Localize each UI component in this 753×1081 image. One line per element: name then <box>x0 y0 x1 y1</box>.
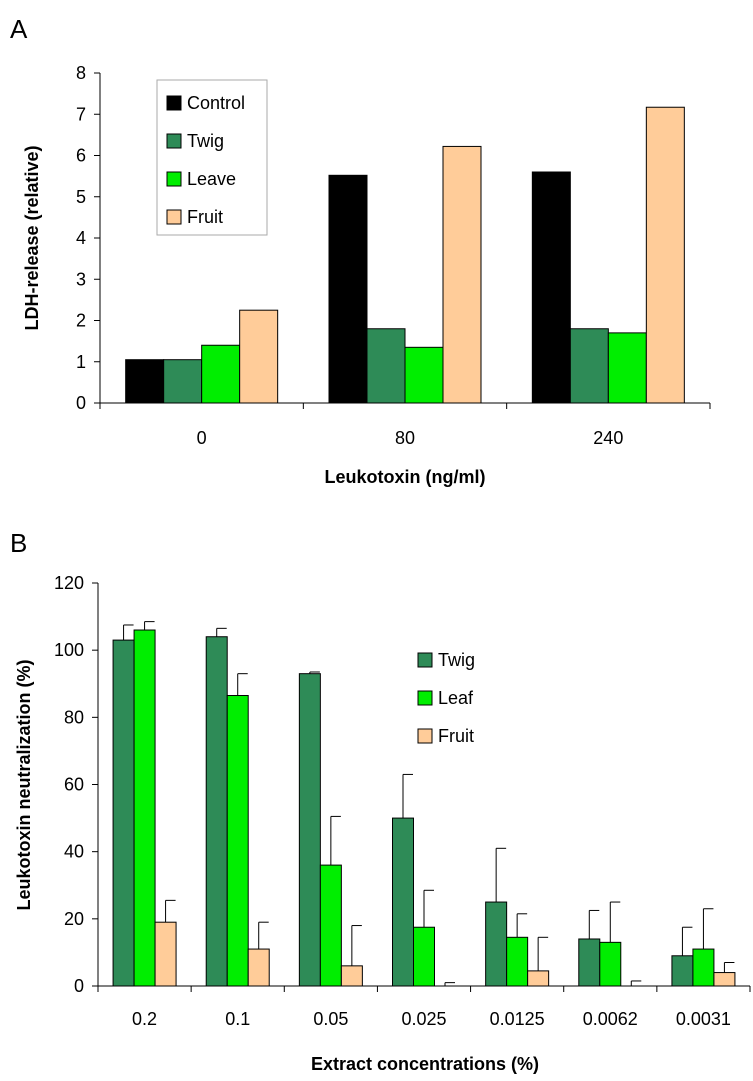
legend-label-fruit: Fruit <box>187 207 223 227</box>
legend-swatch-leaf <box>417 690 433 706</box>
panel-b-letter: B <box>10 528 27 558</box>
panel-a-y-tick-label: 4 <box>76 228 86 248</box>
legend-label-control: Control <box>187 93 245 113</box>
panel-b-x-tick-label: 0.2 <box>132 1009 157 1029</box>
panel-b-bar-fruit <box>340 965 363 987</box>
panel-b-x-tick-label: 0.0031 <box>676 1009 731 1029</box>
panel-b-bar-fruit <box>713 972 736 987</box>
panel-b-bar-leaf <box>692 948 715 987</box>
panel-a-bar-twig <box>569 328 609 404</box>
panel-a-bar-fruit <box>239 309 279 404</box>
panel-a-y-tick-label: 2 <box>76 311 86 331</box>
panel-b-x-axis-title: Extract concentrations (%) <box>311 1054 539 1074</box>
panel-a-bar-control <box>531 171 571 404</box>
panel-b-y-tick-label: 20 <box>64 909 84 929</box>
legend-swatch-twig <box>417 652 433 668</box>
panel-a-x-tick-label: 80 <box>395 428 415 448</box>
panel-b-bar-twig <box>578 938 601 987</box>
legend-swatch-fruit <box>166 209 182 225</box>
panel-a-bar-control <box>328 174 368 404</box>
panel-a-bar-leave <box>201 344 241 404</box>
panel-a-x-tick-label: 0 <box>197 428 207 448</box>
legend-swatch-control <box>166 95 182 111</box>
panel-b-y-tick-label: 60 <box>64 775 84 795</box>
panel-b-bar-fruit <box>154 921 177 987</box>
panel-b-bar-twig <box>392 817 414 987</box>
panel-b-y-tick-label: 80 <box>64 707 84 727</box>
panel-a-y-tick-label: 1 <box>76 352 86 372</box>
panel-b-y-tick-label: 0 <box>74 976 84 996</box>
panel-b-y-tick-label: 120 <box>54 573 84 593</box>
panel-a-y-tick-label: 5 <box>76 187 86 207</box>
panel-b-bar-fruit <box>527 970 550 987</box>
panel-b-y-axis-title: Leukotoxin neutralization (%) <box>14 659 34 910</box>
panel-b-bar-leaf <box>133 629 156 987</box>
panel-a-bar-twig <box>366 328 406 404</box>
panel-b-bar-twig <box>112 639 135 987</box>
panel-b-bar-leaf <box>599 941 622 987</box>
panel-a-legend: Control Twig Leave Fruit <box>156 79 268 236</box>
legend-swatch-twig <box>166 133 182 149</box>
legend-label-twig: Twig <box>187 131 224 151</box>
panel-a-bar-fruit <box>645 106 685 404</box>
panel-a-y-tick-label: 3 <box>76 269 86 289</box>
panel-a-x-tick-label: 240 <box>593 428 623 448</box>
panel-b-chart: B 0 20 40 60 80 100 120 0.2 0.1 0.05 0.025 0.0125 0… <box>10 528 751 1074</box>
panel-a-chart: A 0 1 2 3 4 5 6 7 8 0 80 240 LDH-release (relative… <box>10 14 711 487</box>
panel-b-bar-twig <box>671 955 694 987</box>
panel-a-y-axis-title: LDH-release (relative) <box>22 145 42 330</box>
panel-a-bar-fruit <box>442 145 482 404</box>
panel-b-x-tick-label: 0.0125 <box>490 1009 545 1029</box>
panel-a-y-tick-label: 0 <box>76 393 86 413</box>
panel-a-x-axis-title: Leukotoxin (ng/ml) <box>325 467 486 487</box>
panel-a-bar-twig <box>163 359 203 404</box>
legend-swatch-leave <box>166 171 182 187</box>
panel-a-y-tick-label: 8 <box>76 63 86 83</box>
panel-b-bar-leaf <box>319 864 342 987</box>
panel-b-legend: Twig Leaf Fruit <box>417 650 475 746</box>
panel-b-bar-leaf <box>226 695 249 987</box>
panel-b-x-tick-label: 0.1 <box>225 1009 250 1029</box>
legend-label-twig: Twig <box>438 650 475 670</box>
panel-b-bar-leaf <box>506 936 529 987</box>
legend-swatch-fruit <box>417 728 433 744</box>
panel-a-y-tick-label: 7 <box>76 104 86 124</box>
panel-a-bar-leave <box>607 332 647 404</box>
panel-b-bar-twig <box>485 901 508 987</box>
legend-label-fruit: Fruit <box>438 726 474 746</box>
panel-a-bar-leave <box>404 346 444 404</box>
panel-b-bar-fruit <box>247 948 270 987</box>
panel-a-bar-control <box>125 359 165 404</box>
panel-a-y-tick-label: 6 <box>76 146 86 166</box>
panel-b-x-tick-label: 0.025 <box>401 1009 446 1029</box>
panel-b-x-tick-label: 0.0062 <box>583 1009 638 1029</box>
panel-b-bar-twig <box>205 636 228 987</box>
panel-b-bar-leaf <box>413 926 435 987</box>
panel-b-y-tick-label: 100 <box>54 640 84 660</box>
legend-label-leaf: Leaf <box>438 688 474 708</box>
panel-b-x-tick-label: 0.05 <box>313 1009 348 1029</box>
panel-b-bar-twig <box>298 673 321 987</box>
panel-a-letter: A <box>10 14 28 44</box>
legend-label-leave: Leave <box>187 169 236 189</box>
panel-b-y-tick-label: 40 <box>64 842 84 862</box>
